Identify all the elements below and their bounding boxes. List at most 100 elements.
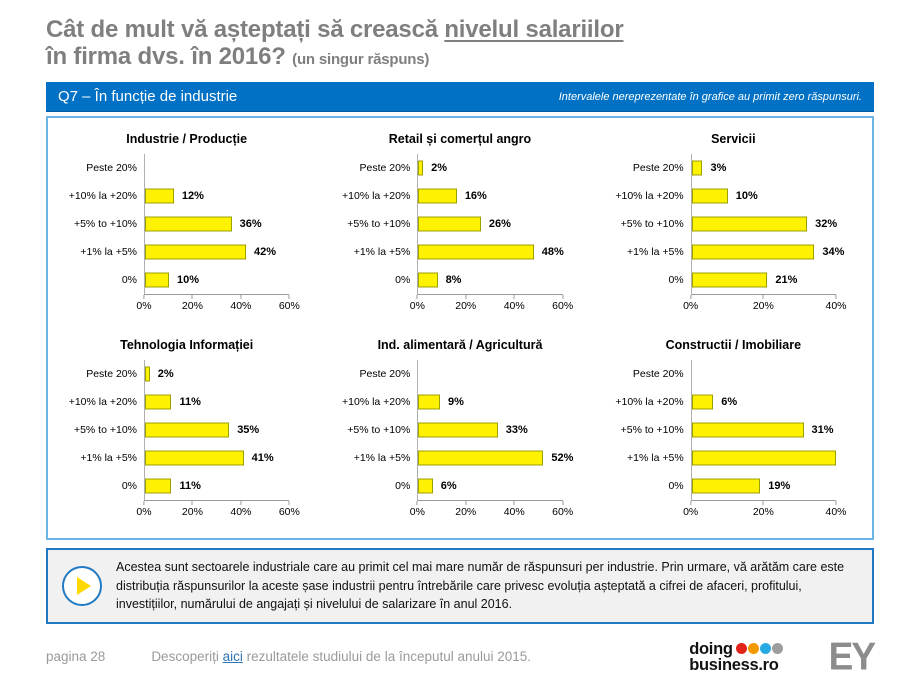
bar-track: 48% xyxy=(417,238,564,266)
category-label: 0% xyxy=(121,480,137,492)
tick-mark xyxy=(513,501,515,505)
chart-6: Constructii / Imobiliare Peste 20% +10% la… xyxy=(597,328,870,534)
axis-spacer xyxy=(599,500,691,524)
chart-row: +10% la +20% 10% xyxy=(599,182,836,210)
tick-mark xyxy=(513,295,515,299)
bar xyxy=(418,394,440,410)
bar-track: 11% xyxy=(144,472,289,500)
logo-dot xyxy=(747,643,759,654)
category-label: 0% xyxy=(395,480,411,492)
category-label: +10% la +20% xyxy=(342,396,411,408)
tick-label: 60% xyxy=(278,506,300,518)
axis-tick: 60% xyxy=(552,295,573,312)
tick-mark xyxy=(690,295,692,299)
bar xyxy=(145,450,244,466)
bar xyxy=(418,450,544,466)
x-axis: 0% 20% 40% 60% xyxy=(52,294,300,318)
category-label: Peste 20% xyxy=(86,368,137,380)
bar-track: 34% xyxy=(690,238,844,266)
value-label: 9% xyxy=(447,396,464,408)
logo-dot xyxy=(735,643,747,654)
bar-track: 11% xyxy=(144,388,289,416)
chart-row: Peste 20% 3% xyxy=(599,154,836,182)
bar-track: 31% xyxy=(690,416,836,444)
tick-label: 20% xyxy=(455,300,477,312)
bar-track xyxy=(690,360,836,388)
chart-1: Industrie / Producție Peste 20% +10% la +2… xyxy=(50,122,323,328)
tick-label: 0% xyxy=(683,300,699,312)
chart-row: Peste 20% xyxy=(325,360,562,388)
tick-label: 0% xyxy=(136,506,152,518)
tick-mark xyxy=(835,501,837,505)
axis-tick: 20% xyxy=(182,501,203,518)
axis-spacer xyxy=(325,500,417,524)
bar xyxy=(691,450,836,466)
bar xyxy=(691,478,761,494)
category-label: +10% la +20% xyxy=(615,190,684,202)
axis-tick: 0% xyxy=(410,295,425,312)
category-label: +10% la +20% xyxy=(68,396,137,408)
axis-tick: 0% xyxy=(136,295,152,312)
axis-tick: 40% xyxy=(504,501,525,518)
value-label: 10% xyxy=(177,274,200,286)
axis-tick: 40% xyxy=(504,295,525,312)
tick-mark xyxy=(562,295,564,299)
chart-row: Peste 20% 2% xyxy=(52,360,289,388)
chart-row: Peste 20% 2% xyxy=(325,154,562,182)
charts-grid: Industrie / Producție Peste 20% +10% la +2… xyxy=(46,116,874,540)
axis-spacer xyxy=(52,500,144,524)
tick-mark xyxy=(191,295,193,299)
category-label: Peste 20% xyxy=(632,368,684,380)
axis-tick: 40% xyxy=(825,295,847,312)
chart-row: +5% to +10% 31% xyxy=(599,416,836,444)
tick-mark xyxy=(240,501,242,505)
bar-track xyxy=(417,360,562,388)
value-label: 42% xyxy=(254,246,277,258)
chart-row: +5% to +10% 32% xyxy=(599,210,838,238)
bar-track: 3% xyxy=(690,154,836,182)
bar-track: 35% xyxy=(144,416,289,444)
value-label: 48% xyxy=(541,246,564,258)
tick-mark xyxy=(562,501,564,505)
chart-row: +5% to +10% 26% xyxy=(325,210,562,238)
tick-label: 20% xyxy=(181,300,203,312)
bar-track: 36% xyxy=(144,210,289,238)
value-label: 32% xyxy=(815,218,838,230)
axis-tick: 0% xyxy=(683,295,698,312)
bar-track: 6% xyxy=(417,472,562,500)
chart-row: 0% 21% xyxy=(599,266,836,294)
chart-row: +10% la +20% 9% xyxy=(325,388,562,416)
tick-mark xyxy=(288,295,290,299)
axis-line: 0% 20% 40% 60% xyxy=(136,294,300,318)
tick-label: 40% xyxy=(230,300,252,312)
chart-title: Retail și comerțul angro xyxy=(388,132,532,146)
category-label: +10% la +20% xyxy=(615,396,684,408)
category-label: +5% to +10% xyxy=(347,218,411,230)
logo-dot xyxy=(771,643,783,654)
chart-plot: Peste 20% 2% +10% la +20% 11% +5% to +10% 35%… xyxy=(50,360,323,524)
category-label: 0% xyxy=(395,274,411,286)
note-box: Acestea sunt sectoarele industriale care… xyxy=(46,548,874,624)
x-axis: 0% 20% 40% 60% xyxy=(52,500,300,524)
value-label: 3% xyxy=(710,162,727,174)
axis-tick: 0% xyxy=(410,501,425,518)
tick-label: 20% xyxy=(752,300,774,312)
note-text: Acestea sunt sectoarele industriale care… xyxy=(116,560,845,611)
doing-business-logo: doing business.ro xyxy=(689,640,783,673)
category-label: +10% la +20% xyxy=(342,190,411,202)
ey-logo: EY xyxy=(828,634,876,678)
category-label: 0% xyxy=(668,480,684,492)
chart-row: +5% to +10% 33% xyxy=(325,416,562,444)
value-label: 10% xyxy=(735,190,758,202)
tick-mark xyxy=(288,501,290,505)
category-label: Peste 20% xyxy=(359,162,411,174)
bar-track: 12% xyxy=(144,182,289,210)
category-label: +5% to +10% xyxy=(73,218,137,230)
study-link[interactable]: aici xyxy=(222,649,243,664)
bar xyxy=(145,188,174,204)
value-label: 33% xyxy=(505,424,528,436)
footer-logos: doing business.ro EY xyxy=(689,634,876,678)
tick-label: 60% xyxy=(552,506,574,518)
title-line1-pre: Cât de mult vă așteptați să crească xyxy=(46,16,445,43)
category-label: 0% xyxy=(121,274,137,286)
